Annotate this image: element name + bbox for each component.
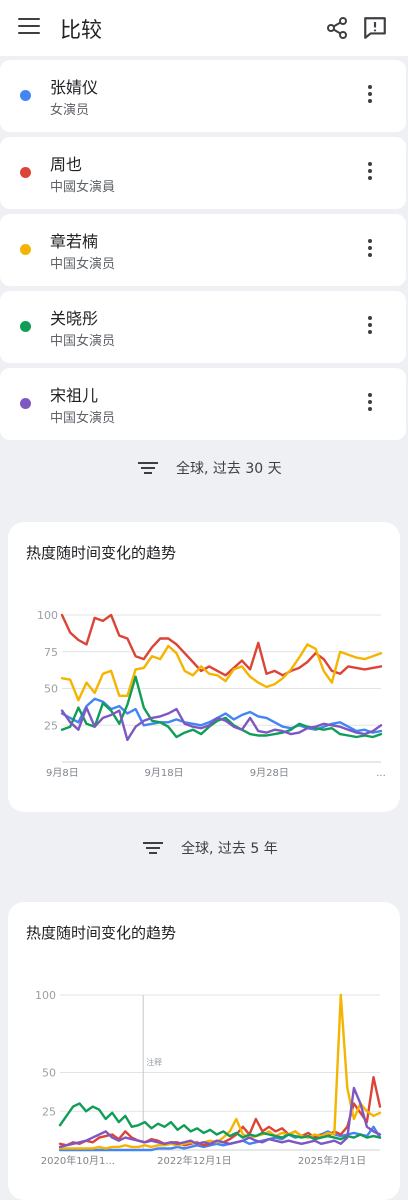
term-color-dot [20, 90, 31, 101]
term-name: 周也 [50, 155, 83, 174]
x-tick-label: ... [376, 768, 386, 779]
term-color-dot [20, 244, 31, 255]
term-card-zhang-jingyi[interactable]: 张婧仪 女演员 [0, 60, 406, 132]
filter-icon [143, 842, 163, 854]
y-tick-label: 100 [35, 989, 56, 1002]
filter-label: 全球, 过去 30 天 [176, 461, 282, 477]
x-tick-label: 2022年12月1日 [157, 1154, 232, 1167]
term-color-dot [20, 321, 31, 332]
term-name: 张婧仪 [50, 78, 99, 97]
series-line-宋祖儿 [58, 1086, 382, 1149]
term-description: 中国女演员 [50, 257, 116, 272]
series-line-周也 [60, 613, 383, 677]
term-description: 中国女演员 [50, 334, 116, 349]
term-card-song-zuer[interactable]: 宋祖儿 中国女演员 [0, 368, 406, 440]
feedback-icon[interactable] [362, 15, 388, 41]
filter-label: 全球, 过去 5 年 [181, 841, 278, 857]
annotation-label[interactable]: 注释 [146, 1057, 162, 1067]
term-name: 宋祖儿 [50, 386, 99, 405]
page-title: 比较 [60, 18, 102, 42]
series-line-章若楠 [58, 993, 382, 1150]
term-color-dot [20, 167, 31, 178]
more-options-icon[interactable] [360, 162, 380, 184]
series-line-关晓彤 [58, 1102, 382, 1141]
y-tick-label: 50 [42, 1067, 56, 1080]
y-tick-label: 50 [44, 683, 58, 696]
x-tick-label: 2025年2月1日 [298, 1154, 366, 1167]
more-options-icon[interactable] [360, 85, 380, 107]
term-name: 章若楠 [50, 232, 99, 251]
x-tick-label: 9月28日 [250, 767, 289, 779]
x-tick-label: 2020年10月1... [41, 1154, 115, 1167]
more-options-icon[interactable] [360, 316, 380, 338]
filter-region-time-30d[interactable]: 全球, 过去 30 天 [0, 452, 408, 482]
term-description: 中國女演員 [50, 180, 116, 195]
filter-icon [138, 462, 158, 474]
y-tick-label: 75 [44, 646, 58, 659]
chart-title: 热度随时间变化的趋势 [26, 544, 177, 562]
trend-chart-card-30d: 热度随时间变化的趋势 100 75 50 25 9月8日 9月18日 9月28日... [8, 522, 400, 812]
trend-chart-5y: 100 50 25 2020年10月1... 2022年12月1日 2025年2月1日 注释 [35, 989, 382, 1167]
term-card-zhou-ye[interactable]: 周也 中國女演員 [0, 137, 406, 209]
trend-chart-card-5y: 热度随时间变化的趋势 100 50 25 2020年10月1... 2022年12月1日… [8, 902, 400, 1200]
more-options-icon[interactable] [360, 393, 380, 415]
y-tick-label: 100 [37, 609, 58, 622]
term-card-zhang-ruonan[interactable]: 章若楠 中国女演员 [0, 214, 406, 286]
term-card-guan-xiaotong[interactable]: 关晓彤 中国女演员 [0, 291, 406, 363]
x-tick-label: 9月8日 [46, 767, 79, 779]
term-description: 中国女演员 [50, 411, 116, 426]
x-tick-label: 9月18日 [145, 767, 184, 779]
series-line-宋祖儿 [60, 706, 383, 742]
chart-title: 热度随时间变化的趋势 [26, 924, 177, 942]
y-tick-label: 25 [42, 1105, 56, 1118]
series-line-章若楠 [60, 643, 383, 702]
series-line-张婧仪 [58, 1125, 382, 1152]
y-tick-label: 25 [44, 719, 58, 732]
more-options-icon[interactable] [360, 239, 380, 261]
term-name: 关晓彤 [50, 309, 99, 328]
term-color-dot [20, 398, 31, 409]
share-icon[interactable] [325, 16, 349, 40]
hamburger-menu-icon[interactable] [18, 18, 40, 38]
app-bar: 比较 [0, 0, 408, 56]
term-description: 女演员 [50, 103, 90, 118]
trend-chart-30d: 100 75 50 25 9月8日 9月18日 9月28日... [37, 609, 386, 779]
filter-region-time-5y[interactable]: 全球, 过去 5 年 [0, 832, 408, 862]
